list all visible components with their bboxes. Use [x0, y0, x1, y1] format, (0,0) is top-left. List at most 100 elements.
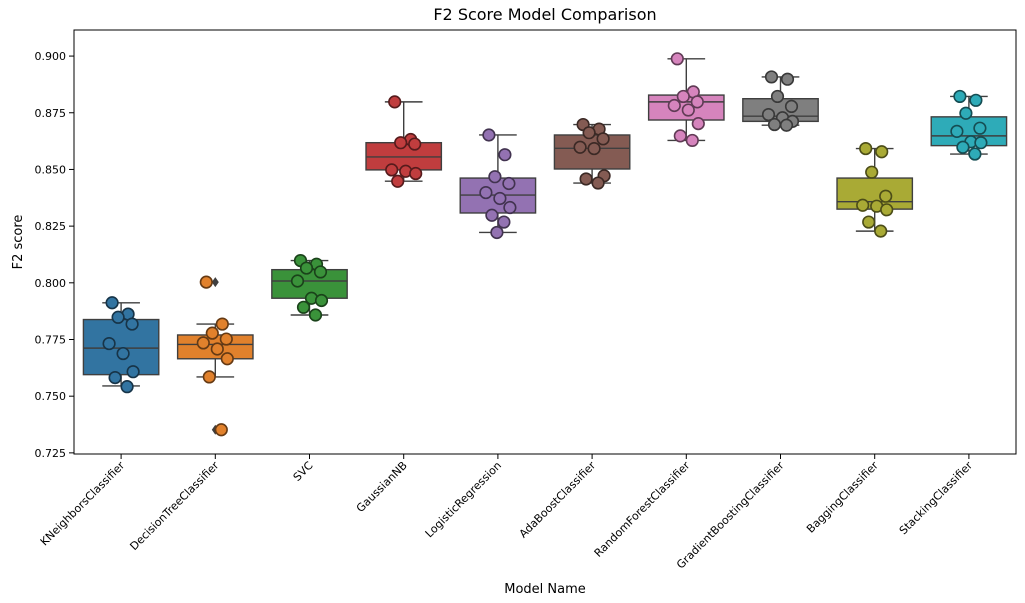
data-point — [676, 89, 690, 104]
x-axis: KNeighborsClassifier DecisionTreeClassifi… — [38, 454, 975, 572]
data-point — [968, 147, 982, 161]
box-group — [176, 277, 254, 435]
chart-title: F2 Score Model Comparison — [433, 5, 656, 24]
data-point — [879, 189, 893, 203]
data-point — [126, 365, 140, 379]
box-group — [82, 302, 160, 387]
data-point — [875, 145, 889, 159]
box — [82, 318, 160, 376]
data-point — [388, 95, 402, 109]
data-point — [859, 141, 873, 156]
y-tick-label: 0.725 — [35, 447, 67, 460]
data-point — [108, 370, 122, 385]
plot-frame — [73, 29, 1017, 455]
data-point — [670, 52, 684, 66]
data-point — [116, 346, 130, 361]
data-point — [479, 185, 493, 200]
data-point — [950, 124, 964, 138]
data-point — [685, 133, 699, 148]
data-point — [784, 99, 799, 114]
data-point — [314, 293, 329, 308]
data-point — [673, 129, 687, 143]
data-point — [764, 70, 779, 84]
data-point — [690, 95, 704, 109]
data-point — [214, 423, 228, 437]
data-point — [856, 198, 870, 212]
y-tick-label: 0.825 — [35, 220, 67, 233]
x-tick-label: SVC — [291, 459, 316, 484]
data-point — [953, 89, 967, 104]
data-point — [482, 128, 496, 142]
data-point — [591, 176, 605, 190]
data-point — [761, 107, 776, 122]
data-point — [210, 342, 224, 356]
data-point — [385, 163, 399, 177]
data-point — [111, 310, 125, 324]
data-point — [874, 224, 888, 238]
x-tick-label: BaggingClassifier — [804, 459, 881, 536]
data-point — [394, 136, 408, 150]
data-point — [667, 98, 681, 113]
data-point — [503, 200, 517, 215]
data-point — [596, 132, 610, 146]
y-axis-label: F2 score — [11, 215, 26, 270]
data-point — [865, 165, 879, 179]
data-point — [691, 117, 705, 131]
data-point — [579, 172, 593, 186]
boxes-layer — [82, 58, 1008, 435]
data-point — [408, 137, 422, 151]
data-point — [587, 141, 601, 156]
data-point — [973, 121, 987, 135]
data-point — [502, 176, 516, 191]
data-point — [205, 326, 219, 340]
data-point — [498, 148, 512, 162]
data-point — [880, 203, 894, 217]
y-tick-label: 0.900 — [35, 50, 67, 63]
data-point — [196, 336, 210, 350]
data-point — [220, 352, 234, 366]
y-axis: 0.725 0.750 0.775 0.800 0.825 0.850 0.875 0.900 — [35, 50, 74, 460]
x-tick-label: KNeighborsClassifier — [38, 459, 128, 549]
x-tick-label: LogisticRegression — [423, 459, 504, 540]
data-point — [120, 380, 134, 394]
data-point — [290, 274, 305, 288]
data-point — [219, 332, 233, 346]
y-tick-label: 0.875 — [35, 107, 67, 120]
data-point — [770, 89, 785, 104]
x-axis-label: Model Name — [504, 582, 586, 597]
y-tick-label: 0.800 — [35, 277, 67, 290]
data-point — [215, 317, 229, 331]
data-point — [485, 208, 499, 222]
data-point — [956, 140, 970, 154]
data-point — [299, 261, 314, 275]
x-tick-label: RandomForestClassifier — [592, 459, 693, 560]
data-point — [490, 225, 504, 240]
y-tick-label: 0.750 — [35, 390, 67, 403]
data-point — [582, 126, 596, 140]
data-point — [202, 370, 216, 384]
data-point — [409, 166, 423, 181]
data-point — [102, 336, 116, 351]
data-point — [308, 308, 323, 322]
data-point — [105, 296, 119, 310]
outlier-marker — [211, 277, 219, 288]
data-point — [681, 103, 695, 117]
data-point — [767, 117, 782, 132]
y-tick-label: 0.775 — [35, 333, 67, 346]
data-point — [313, 265, 328, 279]
x-tick-label: DecisionTreeClassifier — [127, 459, 221, 553]
points-layer — [102, 52, 988, 437]
data-point — [780, 72, 795, 86]
box-group — [836, 147, 914, 232]
data-point — [493, 191, 507, 206]
data-point — [497, 215, 511, 229]
x-tick-label: GaussianNB — [354, 459, 410, 515]
data-point — [391, 174, 405, 188]
data-point — [969, 93, 983, 107]
y-tick-label: 0.850 — [35, 163, 67, 176]
data-point — [862, 215, 876, 229]
data-point — [959, 106, 973, 120]
x-tick-label: GradientBoostingClassifier — [674, 459, 787, 572]
